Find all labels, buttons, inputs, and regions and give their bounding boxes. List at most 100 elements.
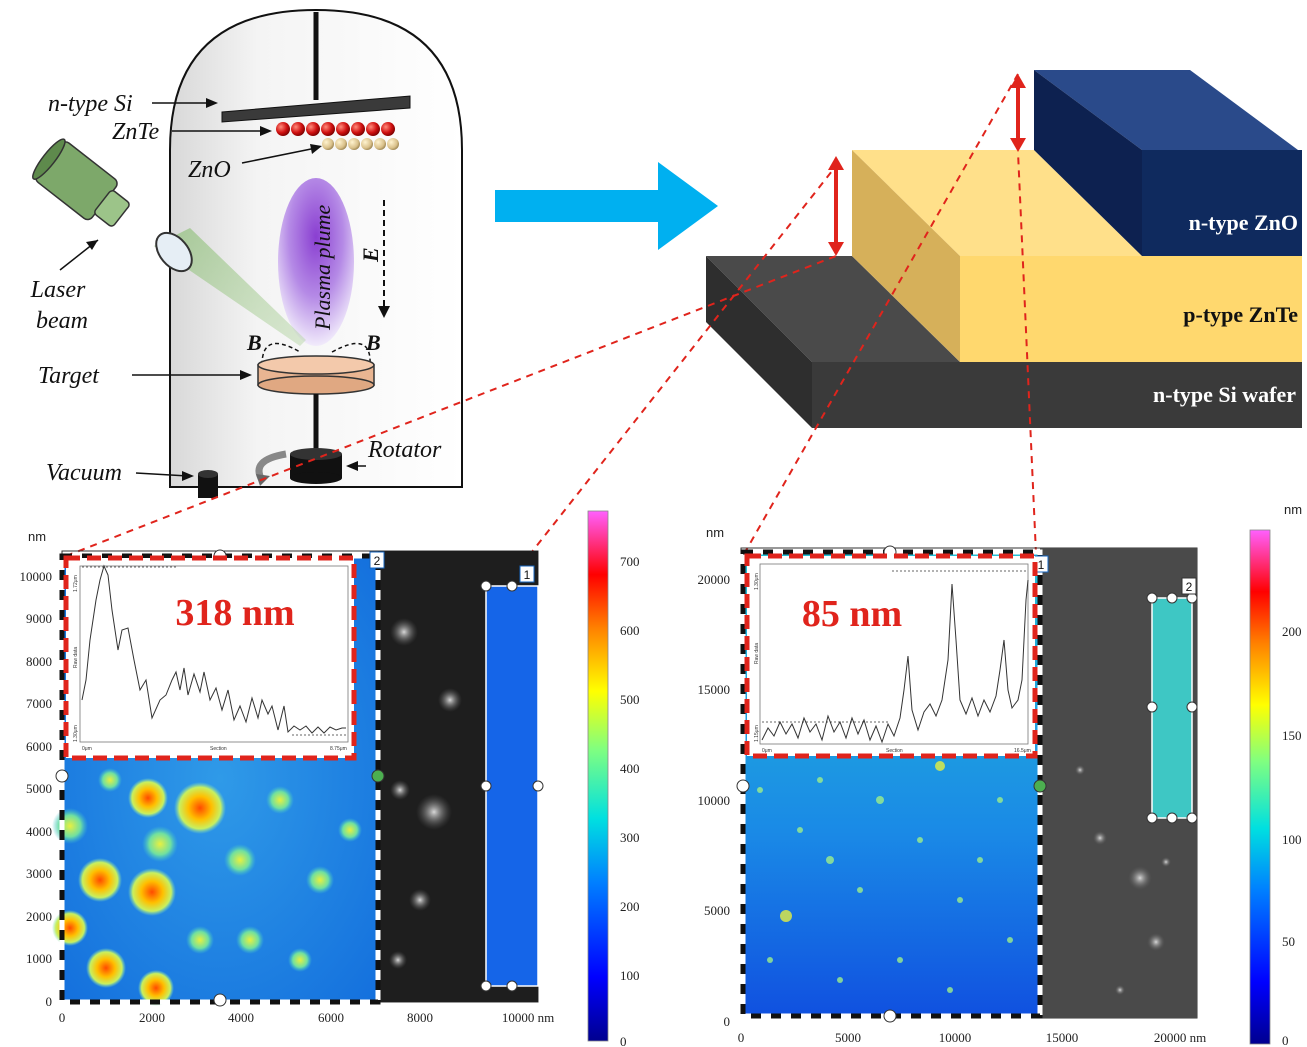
afm-right-region-tag-2: 2 bbox=[1186, 580, 1193, 594]
afm-right-cbar-tick: 150 bbox=[1282, 728, 1302, 743]
afm-right-inset bbox=[747, 556, 1035, 756]
target-disc bbox=[257, 355, 375, 395]
afm-right-cbar-unit: nm bbox=[1284, 502, 1302, 517]
afm-left-cbar-tick: 200 bbox=[620, 899, 640, 914]
afm-left-ytick: 6000 bbox=[26, 739, 52, 754]
afm-left-ytick: 0 bbox=[46, 994, 53, 1009]
afm-right-inset-xleft: 0μm bbox=[762, 748, 772, 754]
afm-left-ytick: 3000 bbox=[26, 866, 52, 881]
afm-left-cbar-tick: 500 bbox=[620, 692, 640, 707]
afm-left-ytick: 8000 bbox=[26, 654, 52, 669]
afm-right-ytick: 15000 bbox=[698, 682, 731, 697]
laser-beam-label-line1: Laser bbox=[30, 277, 86, 303]
e-field-label: E bbox=[358, 247, 383, 263]
afm-right-cbar-tick: 100 bbox=[1282, 832, 1302, 847]
process-arrow bbox=[495, 162, 718, 250]
afm-left-inset bbox=[66, 558, 354, 758]
afm-right-inset-ybottom: 1.15μm bbox=[754, 725, 760, 742]
afm-right-xtick: 20000 nm bbox=[1154, 1030, 1206, 1045]
vacuum-port bbox=[198, 470, 218, 498]
afm-right-inset-ylabel: Raw data bbox=[754, 643, 760, 664]
afm-left-cbar-tick: 700 bbox=[620, 554, 640, 569]
afm-left-xtick: 10000 nm bbox=[502, 1010, 554, 1025]
target-label: Target bbox=[38, 363, 100, 389]
plasma-plume bbox=[278, 178, 354, 346]
zno-left bbox=[1034, 70, 1142, 256]
afm-right-inset-xmid: Section bbox=[886, 748, 903, 754]
afm-left-inset-ylabel: Raw data bbox=[73, 647, 79, 668]
afm-right-profile bbox=[761, 579, 1029, 744]
afm-left-ytick: 4000 bbox=[26, 824, 52, 839]
afm-right-ytick: 10000 bbox=[698, 793, 731, 808]
afm-left-cbar-tick: 0 bbox=[620, 1034, 627, 1047]
rotator-label: Rotator bbox=[367, 437, 442, 463]
afm-left-unit: nm bbox=[28, 529, 46, 544]
afm-left-cbar-tick: 400 bbox=[620, 761, 640, 776]
zno-front bbox=[1142, 150, 1302, 256]
afm-right-unit: nm bbox=[706, 525, 724, 540]
afm-left-inset-xright: 8.75μm bbox=[330, 746, 347, 752]
afm-right-inset-xright: 16.5μm bbox=[1014, 748, 1031, 754]
afm-left-ytick: 2000 bbox=[26, 909, 52, 924]
afm-left-region-tag-1: 1 bbox=[524, 568, 531, 582]
afm-right-xtick: 10000 bbox=[939, 1030, 972, 1045]
afm-left-ytick: 7000 bbox=[26, 696, 52, 711]
znte-atoms bbox=[276, 122, 395, 136]
afm-right-xtick: 0 bbox=[738, 1030, 745, 1045]
pld-chamber-schematic: Plasma plume E Laser beam B B bbox=[30, 8, 463, 498]
afm-right-inset-value: 85 nm bbox=[802, 593, 902, 635]
afm-right-grains bbox=[757, 761, 1013, 993]
afm-left-ytick: 1000 bbox=[26, 951, 52, 966]
ntype-si-label: n-type Si bbox=[48, 91, 133, 117]
afm-left-inset-xmid: Section bbox=[210, 746, 227, 752]
afm-left-inset-xleft: 0μm bbox=[82, 746, 92, 752]
zno-atoms bbox=[322, 138, 399, 150]
afm-right-strip-region bbox=[1151, 597, 1193, 819]
afm-left-inset-ybottom: 1.30μm bbox=[73, 725, 79, 742]
afm-left-xtick: 2000 bbox=[139, 1010, 165, 1025]
afm-left-xtick: 4000 bbox=[228, 1010, 254, 1025]
znte-front bbox=[960, 256, 1302, 362]
afm-right-cbar-tick: 0 bbox=[1282, 1033, 1289, 1047]
plasma-plume-label: Plasma plume bbox=[310, 205, 335, 332]
zno-top bbox=[1034, 70, 1298, 150]
znte-label: ZnTe bbox=[112, 119, 159, 145]
afm-right-ytick: 20000 bbox=[698, 572, 731, 587]
afm-left-inset-ytop: 1.72μm bbox=[73, 575, 79, 592]
afm-left-xtick: 8000 bbox=[407, 1010, 433, 1025]
znte-layer-label: p-type ZnTe bbox=[1183, 302, 1298, 327]
afm-left-profile bbox=[81, 564, 346, 734]
afm-left-ytick: 10000 bbox=[20, 569, 53, 584]
zoom-connectors bbox=[65, 73, 1037, 771]
afm-left-region-tag-2: 2 bbox=[374, 554, 381, 568]
rotator-motor bbox=[255, 448, 342, 486]
substrate-plate bbox=[221, 95, 411, 123]
afm-left-inset-value: 318 nm bbox=[175, 592, 294, 634]
afm-left-cbar-tick: 100 bbox=[620, 968, 640, 983]
afm-left-xtick: 6000 bbox=[318, 1010, 344, 1025]
device-stack-3d: n-type Si wafer p-type ZnTe n-type ZnO bbox=[706, 70, 1302, 428]
znte-top bbox=[852, 150, 1142, 256]
si-wafer-label: n-type Si wafer bbox=[1153, 382, 1296, 407]
afm-right-region-tag-1: 1 bbox=[1038, 558, 1045, 572]
si-wafer-left bbox=[706, 256, 812, 428]
zno-label: ZnO bbox=[188, 157, 231, 183]
afm-left-panel: nm bbox=[20, 510, 640, 1047]
afm-right-xtick: 15000 bbox=[1046, 1030, 1079, 1045]
afm-right-panel: nm bbox=[698, 502, 1303, 1047]
afm-left-ytick: 5000 bbox=[26, 781, 52, 796]
laser-source bbox=[32, 138, 306, 346]
zno-layer-label: n-type ZnO bbox=[1189, 210, 1298, 235]
afm-left-strip-region bbox=[485, 585, 539, 987]
vacuum-label: Vacuum bbox=[46, 460, 122, 486]
afm-right-ytick: 0 bbox=[724, 1014, 731, 1029]
afm-left-xtick: 0 bbox=[59, 1010, 66, 1025]
afm-right-xtick: 5000 bbox=[835, 1030, 861, 1045]
afm-left-cbar-tick: 600 bbox=[620, 623, 640, 638]
laser-beam-label-line2: beam bbox=[36, 308, 88, 334]
b-field-label-left: B bbox=[246, 330, 262, 355]
afm-left-grains bbox=[52, 768, 362, 1006]
afm-right-inset-ytop: 1.30μm bbox=[754, 573, 760, 590]
afm-right-ytick: 5000 bbox=[704, 903, 730, 918]
